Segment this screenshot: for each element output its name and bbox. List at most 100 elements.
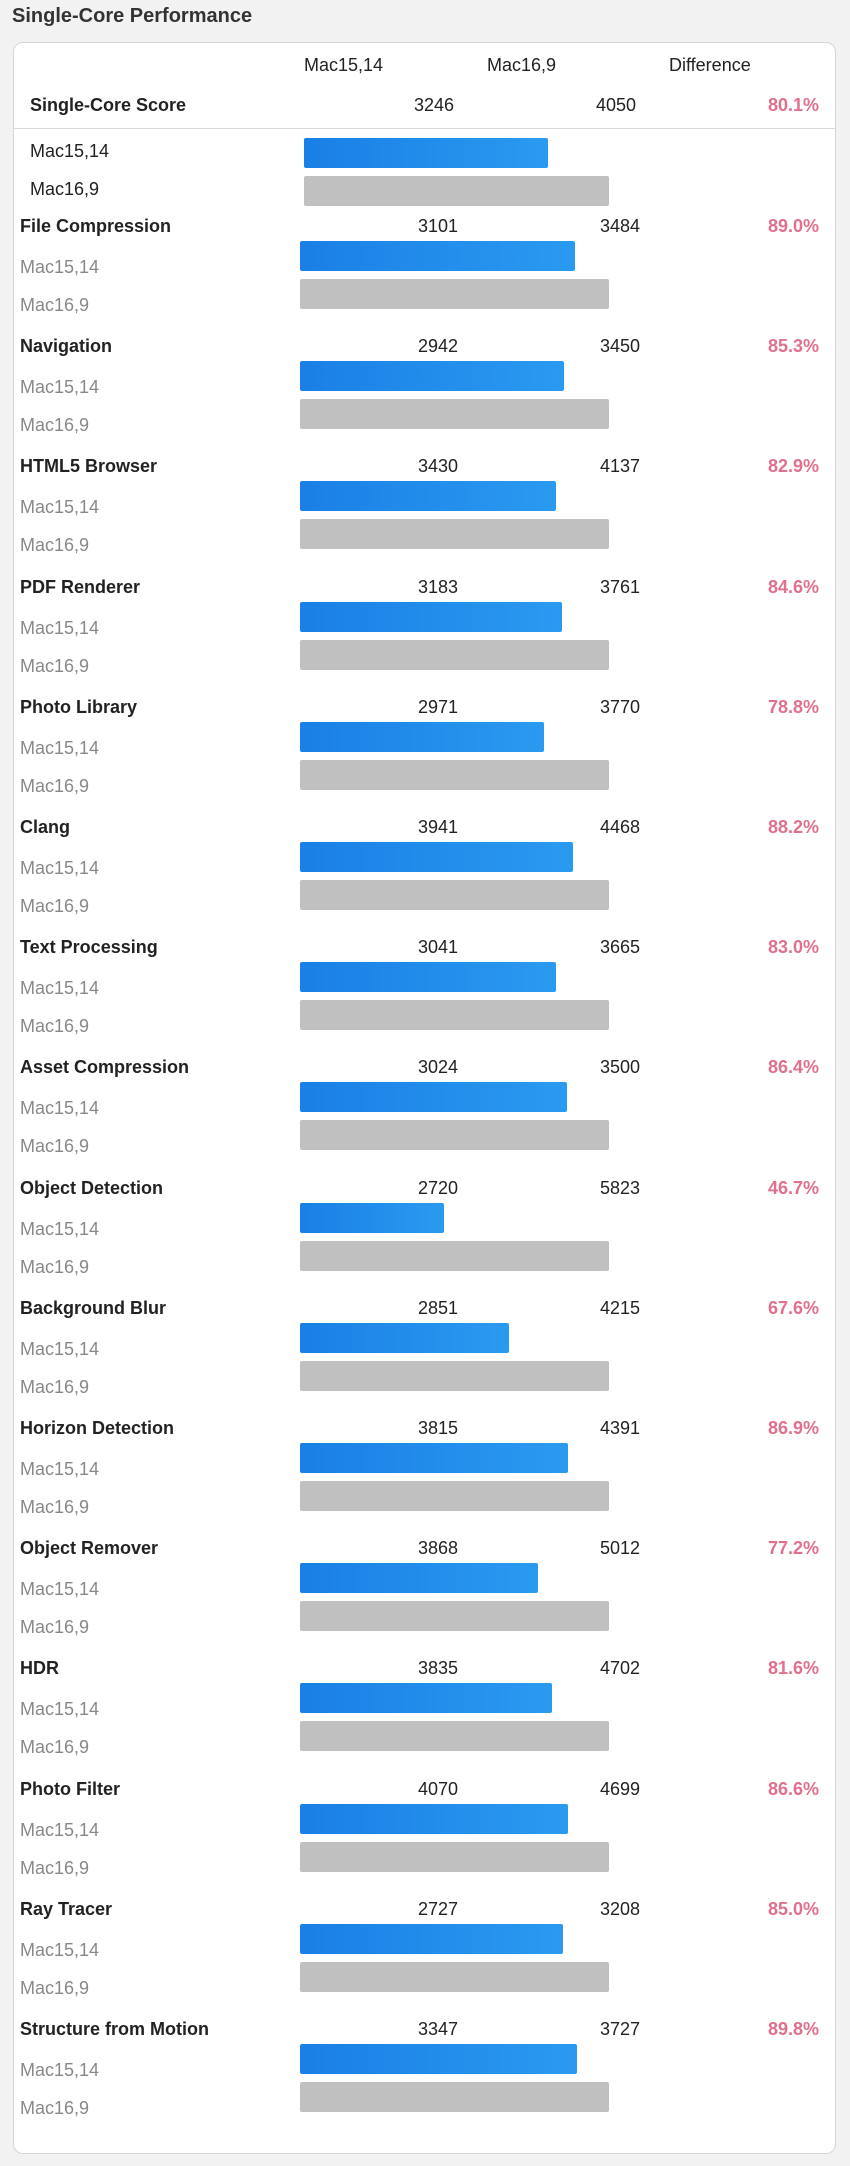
test-name: Ray Tracer bbox=[20, 1898, 113, 1919]
test-score-b: 4702 bbox=[600, 1658, 641, 1679]
results-card: Mac15,14 Mac16,9 Difference Single-Core … bbox=[13, 42, 836, 2154]
test-score-b: 4468 bbox=[600, 817, 641, 837]
test-difference: 86.9% bbox=[767, 1418, 819, 1438]
test-device-a-label: Mac15,14 bbox=[20, 1459, 100, 1479]
test-bar-device-a bbox=[300, 601, 562, 632]
test-difference: 89.0% bbox=[767, 216, 819, 236]
test-bar-device-a bbox=[300, 721, 544, 752]
test-name: HTML5 Browser bbox=[20, 456, 158, 477]
test-bar-device-b bbox=[300, 519, 609, 550]
test-bar-device-a bbox=[300, 1923, 563, 1954]
test-bar-device-a bbox=[300, 241, 575, 271]
test-device-a-label: Mac15,14 bbox=[20, 1939, 100, 1960]
test-score-a: 3835 bbox=[418, 1658, 459, 1679]
test-name: Object Remover bbox=[20, 1538, 159, 1559]
summary-row: Single-Core Score 3246 4050 80.1% bbox=[14, 95, 835, 121]
test-score-b: 3727 bbox=[600, 2019, 641, 2039]
test-device-a-label: Mac15,14 bbox=[20, 1098, 100, 1119]
test-score-b: 3665 bbox=[600, 937, 641, 958]
test-score-a: 3868 bbox=[418, 1538, 459, 1559]
test-bar-device-b bbox=[300, 399, 609, 430]
test-bar-device-b bbox=[300, 1240, 609, 1271]
test-bar-device-b bbox=[300, 1360, 609, 1391]
summary-score-b: 4050 bbox=[596, 95, 637, 115]
test-bar-device-a bbox=[300, 1803, 568, 1834]
test-device-b-label: Mac16,9 bbox=[20, 1136, 90, 1157]
test-device-b-label: Mac16,9 bbox=[20, 295, 90, 315]
test-bar-device-b bbox=[300, 1481, 609, 1511]
test-difference: 82.9% bbox=[767, 456, 819, 477]
test-name: Photo Library bbox=[20, 696, 138, 717]
test-name: Photo Filter bbox=[20, 1778, 120, 1799]
test-name: Object Detection bbox=[20, 1177, 164, 1198]
test-bar-device-a bbox=[300, 481, 556, 512]
test-name: Structure from Motion bbox=[20, 2019, 209, 2039]
test-name: HDR bbox=[20, 1658, 59, 1679]
test-device-b-label: Mac16,9 bbox=[20, 1376, 90, 1397]
test-device-a-label: Mac15,14 bbox=[20, 858, 100, 878]
test-bar-device-a bbox=[300, 842, 573, 872]
test-difference: 86.4% bbox=[767, 1057, 819, 1078]
test-bar-device-a bbox=[300, 1683, 552, 1714]
test-score-b: 4699 bbox=[600, 1778, 641, 1799]
test-score-a: 2971 bbox=[418, 696, 459, 717]
test-score-b: 3761 bbox=[600, 576, 641, 597]
test-name: Text Processing bbox=[20, 937, 158, 958]
test-device-b-label: Mac16,9 bbox=[20, 896, 90, 916]
test-device-a-label: Mac15,14 bbox=[20, 617, 100, 638]
test-difference: 77.2% bbox=[767, 1538, 819, 1559]
test-score-b: 4215 bbox=[600, 1297, 641, 1318]
test-name: Horizon Detection bbox=[20, 1418, 175, 1438]
test-bar-device-a bbox=[300, 1443, 568, 1473]
test-bar-device-b bbox=[300, 880, 609, 910]
test-device-a-label: Mac15,14 bbox=[20, 1218, 100, 1239]
test-device-b-label: Mac16,9 bbox=[20, 1497, 90, 1517]
test-score-a: 3101 bbox=[418, 216, 459, 236]
test-difference: 89.8% bbox=[767, 2019, 819, 2039]
test-bar-device-b bbox=[300, 2082, 609, 2112]
test-bar-device-a bbox=[300, 1082, 567, 1113]
test-device-a-label: Mac15,14 bbox=[20, 978, 100, 999]
test-bar-device-b bbox=[300, 1721, 609, 1752]
test-bar-device-b bbox=[300, 1961, 609, 1992]
summary-label: Single-Core Score bbox=[30, 95, 187, 115]
test-difference: 46.7% bbox=[767, 1177, 819, 1198]
test-bar-device-b bbox=[300, 639, 609, 670]
test-device-b-label: Mac16,9 bbox=[20, 1617, 90, 1638]
test-score-a: 4070 bbox=[418, 1778, 459, 1799]
column-header-row: Mac15,14 Mac16,9 Difference bbox=[14, 55, 835, 81]
page-title: Single-Core Performance bbox=[12, 5, 253, 27]
test-device-a-label: Mac15,14 bbox=[20, 2060, 100, 2080]
test-score-a: 2851 bbox=[418, 1297, 459, 1318]
test-score-a: 3041 bbox=[418, 937, 459, 958]
test-device-b-label: Mac16,9 bbox=[20, 1857, 90, 1878]
test-score-a: 3347 bbox=[418, 2019, 459, 2039]
test-bar-device-b bbox=[300, 1601, 609, 1632]
summary-bar-device-b bbox=[304, 176, 609, 206]
test-bar-device-b bbox=[300, 1841, 609, 1872]
test-score-b: 3208 bbox=[600, 1898, 641, 1919]
test-device-a-label: Mac15,14 bbox=[20, 257, 100, 277]
test-score-a: 3941 bbox=[418, 817, 459, 837]
test-bar-device-b bbox=[300, 1000, 609, 1031]
test-device-a-label: Mac15,14 bbox=[20, 377, 100, 398]
test-score-a: 2720 bbox=[418, 1177, 459, 1198]
test-device-b-label: Mac16,9 bbox=[20, 1737, 90, 1758]
test-name: Navigation bbox=[20, 336, 113, 357]
test-difference: 86.6% bbox=[767, 1778, 819, 1799]
test-device-b-label: Mac16,9 bbox=[20, 655, 90, 676]
test-score-b: 5823 bbox=[600, 1177, 641, 1198]
test-device-a-label: Mac15,14 bbox=[20, 737, 100, 758]
summary-bar-device-a bbox=[304, 138, 548, 168]
test-device-a-label: Mac15,14 bbox=[20, 1579, 100, 1600]
test-device-a-label: Mac15,14 bbox=[20, 1819, 100, 1840]
test-device-b-label: Mac16,9 bbox=[20, 2098, 90, 2118]
test-score-b: 5012 bbox=[600, 1538, 641, 1559]
test-device-a-label: Mac15,14 bbox=[20, 1338, 100, 1359]
test-score-a: 3430 bbox=[418, 456, 459, 477]
test-bar-device-a bbox=[300, 1202, 444, 1233]
test-score-b: 3484 bbox=[600, 216, 641, 236]
test-device-b-label: Mac16,9 bbox=[20, 535, 90, 556]
test-name: File Compression bbox=[20, 216, 172, 236]
test-device-a-label: Mac15,14 bbox=[20, 1699, 100, 1720]
